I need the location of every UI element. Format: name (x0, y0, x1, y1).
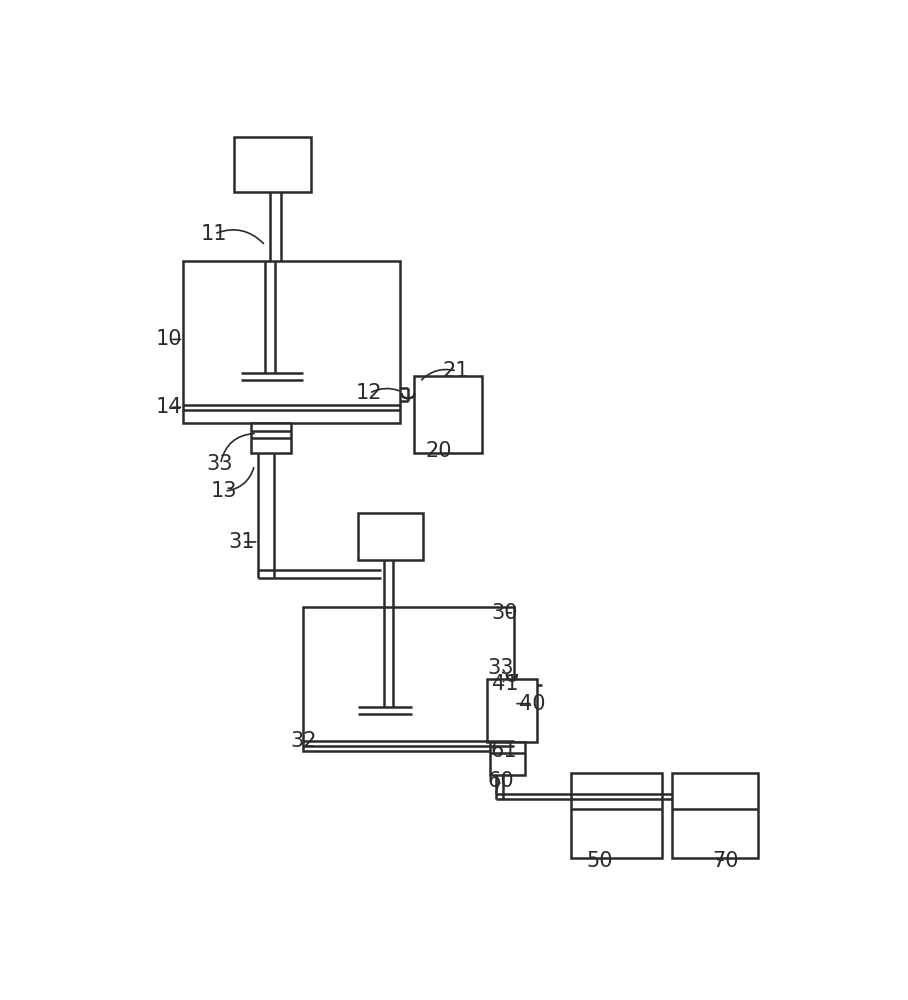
Text: 32: 32 (291, 731, 317, 751)
Bar (672, 773, 758, 858)
Text: 40: 40 (518, 694, 546, 714)
Text: 70: 70 (712, 851, 738, 871)
Text: 50: 50 (587, 851, 613, 871)
Text: 60: 60 (488, 771, 515, 791)
Text: 61: 61 (490, 741, 517, 761)
Bar (183, 261, 400, 423)
Text: 10: 10 (156, 329, 183, 349)
Text: 33: 33 (206, 454, 233, 474)
Text: 30: 30 (491, 603, 518, 623)
Bar (571, 773, 662, 858)
Text: 14: 14 (156, 397, 183, 417)
Bar (487, 679, 538, 742)
Text: 31: 31 (228, 532, 255, 552)
Bar (414, 376, 482, 453)
Text: 41: 41 (492, 674, 518, 694)
Bar (303, 607, 514, 751)
Text: 21: 21 (443, 361, 469, 381)
Text: 20: 20 (426, 441, 452, 461)
Bar (233, 137, 311, 192)
Bar (251, 423, 291, 453)
Bar (490, 742, 525, 774)
Text: 33: 33 (487, 658, 514, 678)
Text: 12: 12 (355, 383, 381, 403)
Text: 11: 11 (201, 224, 227, 244)
Text: 13: 13 (211, 481, 237, 501)
Bar (358, 513, 423, 560)
